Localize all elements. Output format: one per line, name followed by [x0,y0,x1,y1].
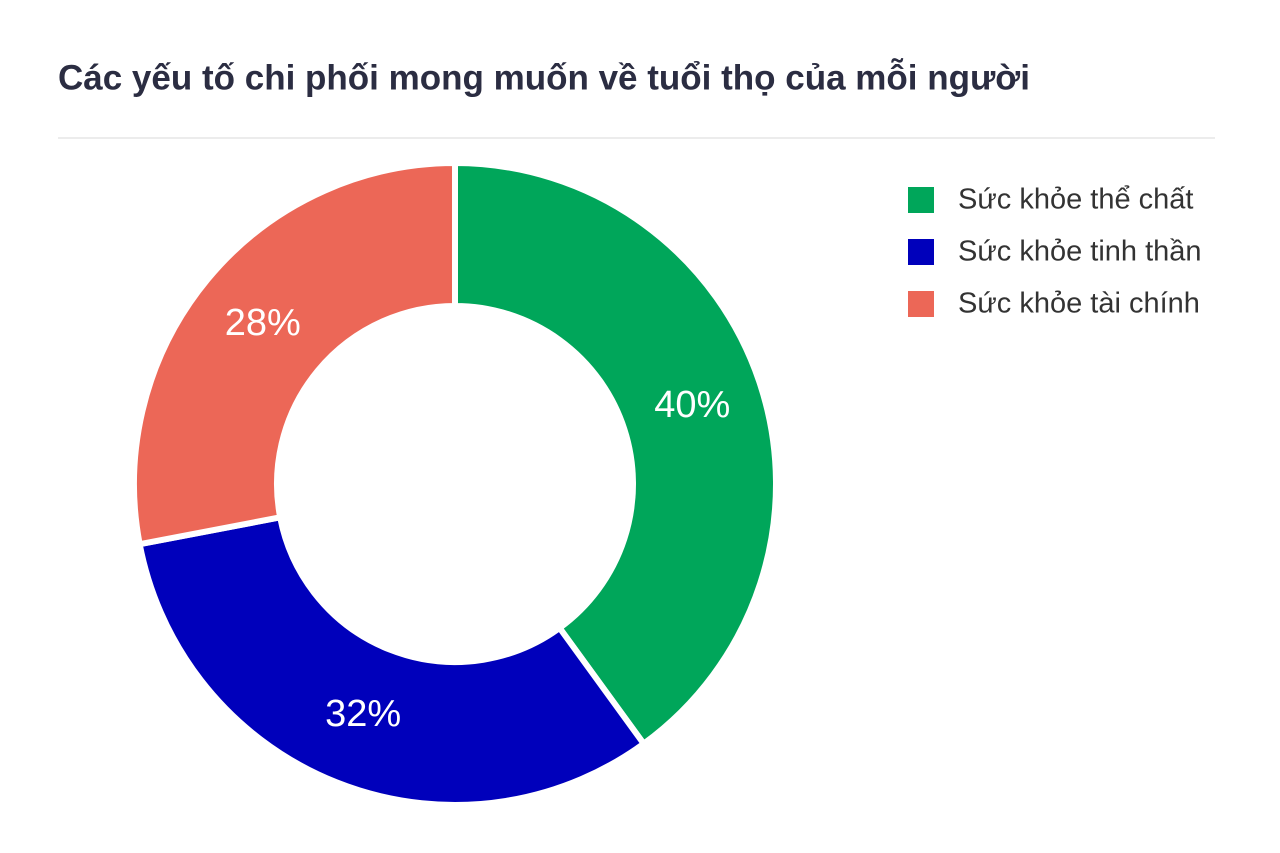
legend-label: Sức khỏe tinh thần [958,236,1202,268]
chart-title: Các yếu tố chi phối mong muốn về tuổi th… [58,57,1030,97]
data-label: 32% [325,693,401,735]
data-label: 28% [225,302,301,344]
legend-label: Sức khỏe thể chất [958,184,1193,216]
data-label: 40% [654,384,730,426]
donut-segment [131,159,458,548]
donut-segment [136,513,648,808]
donut-segment [452,159,779,748]
legend-swatch [908,291,934,317]
legend-swatch [908,187,934,213]
legend-label: Sức khỏe tài chính [958,288,1200,320]
legend-swatch [908,239,934,265]
